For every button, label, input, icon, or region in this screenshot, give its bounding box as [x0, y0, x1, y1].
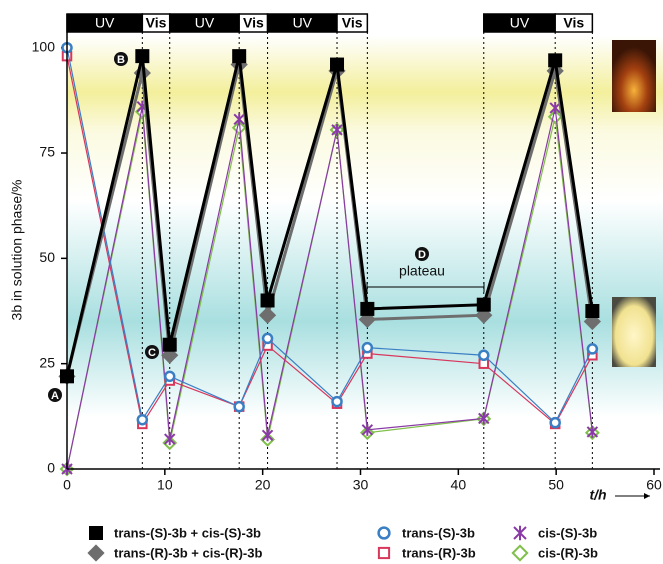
marker	[585, 304, 600, 319]
marker	[260, 293, 275, 308]
marker	[586, 425, 599, 438]
marker	[233, 400, 245, 413]
marker	[136, 413, 149, 426]
annotation-marker	[114, 52, 128, 66]
marker	[261, 429, 274, 442]
photo-orange	[612, 40, 656, 112]
series-line	[66, 56, 593, 426]
photo-yellow	[612, 297, 656, 367]
legend-label: cis-(R)-3b	[538, 545, 598, 560]
phase-label: Vis	[146, 15, 167, 31]
marker	[87, 544, 105, 562]
x-tick-label: 20	[255, 477, 271, 493]
series-line	[66, 47, 593, 424]
phase-label: Vis	[243, 15, 264, 31]
annotation: B	[117, 54, 125, 66]
marker	[476, 297, 491, 312]
marker	[261, 332, 274, 345]
x-tick-label: 10	[157, 477, 173, 493]
marker	[258, 306, 277, 324]
x-arrow-head	[644, 493, 650, 499]
marker	[233, 113, 245, 126]
series-line	[65, 55, 594, 377]
x-tick-label: 50	[548, 477, 564, 493]
phase-bar	[336, 13, 369, 33]
legend-label: trans-(R)-3b	[402, 545, 476, 560]
x-tick-label: 30	[353, 477, 369, 493]
annotation: D	[418, 249, 426, 261]
phase-label: UV	[510, 15, 530, 31]
marker	[377, 546, 391, 560]
y-tick-label: 25	[39, 354, 55, 370]
phase-label: UV	[95, 15, 115, 31]
marker	[361, 423, 374, 436]
marker	[361, 341, 374, 354]
annotation: A	[51, 390, 59, 402]
annotation-marker	[145, 345, 159, 359]
phase-label: UV	[195, 15, 215, 31]
marker	[511, 544, 529, 562]
marker	[549, 416, 561, 429]
marker	[478, 349, 490, 361]
y-axis-label: 3b in solution phase/%	[9, 180, 25, 321]
marker	[478, 412, 490, 425]
marker	[135, 49, 150, 64]
marker	[162, 337, 177, 352]
marker	[360, 301, 375, 316]
marker	[331, 395, 343, 408]
y-tick-label: 100	[32, 38, 56, 54]
marker	[586, 343, 599, 355]
phase-bar	[554, 13, 594, 33]
marker	[513, 525, 527, 541]
phase-label: Vis	[563, 15, 584, 31]
phase-label: Vis	[342, 15, 363, 31]
series-line	[66, 106, 593, 470]
annotation-marker	[415, 247, 429, 261]
marker	[547, 109, 563, 125]
marker	[548, 53, 563, 68]
y-tick-label: 0	[47, 460, 55, 476]
legend-label: trans-(R)-3b + cis-(R)-3b	[114, 545, 262, 560]
x-tick-label: 0	[63, 477, 71, 493]
y-tick-label: 50	[39, 249, 55, 265]
marker	[331, 123, 343, 136]
annotation-marker	[48, 388, 62, 402]
marker	[89, 526, 103, 540]
annotation: C	[148, 347, 156, 359]
marker	[583, 312, 601, 331]
legend-label: cis-(S)-3b	[538, 525, 597, 540]
x-tick-label: 40	[451, 477, 467, 493]
marker	[549, 101, 561, 114]
y-tick-label: 75	[39, 144, 55, 160]
plateau-label: plateau	[399, 263, 445, 279]
legend-label: trans-(S)-3b	[402, 525, 475, 540]
marker	[164, 433, 176, 446]
x-tick-label: 60	[646, 477, 662, 493]
legend-label: trans-(S)-3b + cis-(S)-3b	[114, 525, 261, 540]
marker	[330, 57, 345, 72]
phase-label: UV	[293, 15, 313, 31]
x-axis-label: t/h	[589, 487, 606, 503]
marker	[232, 49, 247, 64]
marker	[377, 526, 391, 540]
marker	[163, 370, 176, 383]
